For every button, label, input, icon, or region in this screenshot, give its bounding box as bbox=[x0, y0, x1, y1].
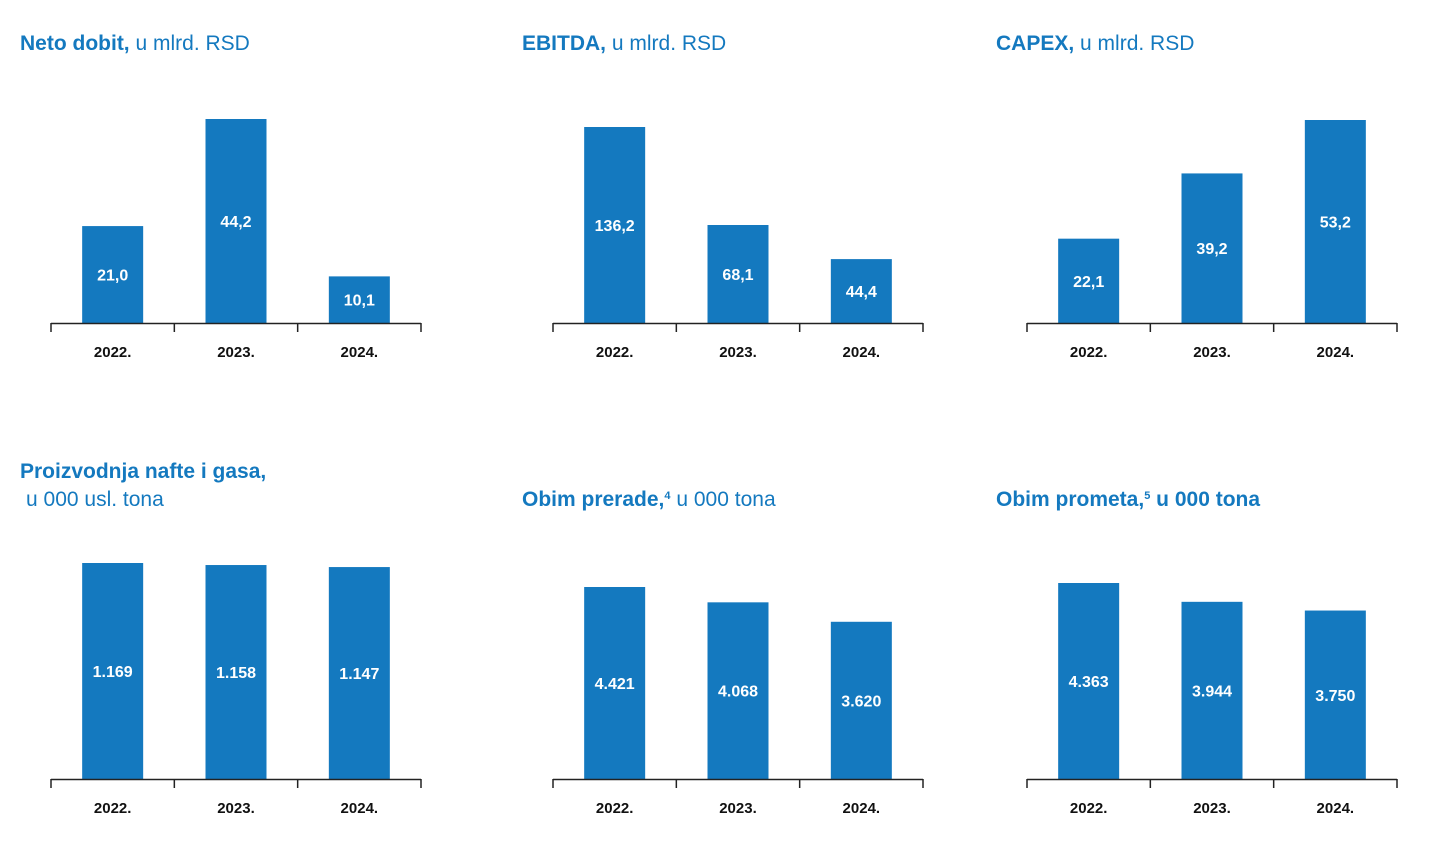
x-tick-label: 2024. bbox=[1317, 800, 1355, 817]
title-bold: Obim prerade, bbox=[522, 488, 665, 511]
bar-plot: 4.363 2022. 3.944 2023. 3.750 2024. bbox=[1026, 583, 1398, 817]
x-tick-label: 2024. bbox=[341, 344, 379, 361]
bar-value-label: 39,2 bbox=[1196, 241, 1227, 258]
x-tick-label: 2024. bbox=[843, 344, 881, 361]
title-bold: CAPEX, bbox=[996, 32, 1075, 55]
bar-plot: 4.421 2022. 4.068 2023. 3.620 2024. bbox=[552, 587, 924, 817]
x-tick-label: 2023. bbox=[217, 344, 255, 361]
title-unit: u 000 tona bbox=[1156, 488, 1261, 511]
bar bbox=[830, 259, 892, 323]
title-unit: u mlrd. RSD bbox=[135, 32, 250, 55]
x-tick-label: 2023. bbox=[719, 344, 757, 361]
bar bbox=[82, 563, 144, 779]
title-unit: u mlrd. RSD bbox=[1080, 32, 1195, 55]
bar bbox=[1181, 173, 1243, 323]
bar-plot: 22,1 2022. 39,2 2023. 53,2 2024. bbox=[1026, 120, 1398, 361]
bar-value-label: 4.421 bbox=[595, 676, 635, 693]
bar-value-label: 22,1 bbox=[1073, 274, 1104, 291]
title-bold: EBITDA, bbox=[522, 32, 606, 55]
bar bbox=[707, 225, 769, 323]
x-tick-label: 2022. bbox=[94, 800, 132, 817]
title-unit: u mlrd. RSD bbox=[611, 32, 727, 55]
footnote-marker: 5 bbox=[1144, 490, 1151, 502]
bar bbox=[1304, 120, 1366, 323]
bar-value-label: 68,1 bbox=[722, 267, 753, 284]
chart-proizvodnja: Proizvodnja nafte i gasa, u 000 usl. ton… bbox=[20, 458, 440, 828]
bar bbox=[584, 587, 646, 779]
bar-plot: 136,2 2022. 68,1 2023. 44,4 2024. bbox=[552, 127, 924, 361]
bar bbox=[1058, 238, 1120, 323]
title-bold: Proizvodnja nafte i gasa, bbox=[20, 460, 267, 483]
chart-capex: CAPEX, u mlrd. RSD 22,1 2022. 39,2 2023. 53,… bbox=[996, 30, 1416, 380]
chart-title: Obim prometa,5 u 000 tona bbox=[996, 486, 1260, 514]
x-tick-label: 2023. bbox=[217, 800, 255, 817]
x-tick-label: 2022. bbox=[596, 800, 634, 817]
chart-title: EBITDA, u mlrd. RSD bbox=[522, 30, 726, 58]
bar-plot: 21,0 2022. 44,2 2023. 10,1 2024. bbox=[50, 119, 422, 361]
x-tick-label: 2023. bbox=[1193, 344, 1231, 361]
bar-plot: 1.169 2022. 1.158 2023. 1.147 2024. bbox=[50, 563, 422, 817]
x-tick-label: 2024. bbox=[1317, 344, 1355, 361]
title-unit: u 000 tona bbox=[676, 488, 776, 511]
x-tick-label: 2023. bbox=[719, 800, 757, 817]
bar bbox=[205, 565, 267, 779]
bar-value-label: 3.750 bbox=[1315, 688, 1355, 705]
bar-value-label: 1.147 bbox=[339, 666, 379, 683]
bar-value-label: 1.169 bbox=[93, 664, 133, 681]
bar-value-label: 3.944 bbox=[1192, 683, 1232, 700]
bar-value-label: 3.620 bbox=[841, 693, 881, 710]
footnote-marker: 4 bbox=[664, 490, 671, 502]
bar bbox=[1304, 610, 1366, 779]
bar-value-label: 4.363 bbox=[1069, 674, 1109, 691]
x-tick-label: 2022. bbox=[94, 344, 132, 361]
bar bbox=[328, 567, 390, 779]
x-tick-label: 2023. bbox=[1193, 800, 1231, 817]
chart-title: Obim prerade,4 u 000 tona bbox=[522, 486, 776, 514]
chart-title: Neto dobit, u mlrd. RSD bbox=[20, 30, 250, 58]
bar bbox=[328, 276, 390, 323]
bar-value-label: 44,4 bbox=[846, 284, 877, 301]
bar bbox=[830, 621, 892, 779]
bar-value-label: 10,1 bbox=[344, 293, 375, 310]
bar-value-label: 21,0 bbox=[97, 268, 128, 285]
chart-title: CAPEX, u mlrd. RSD bbox=[996, 30, 1194, 58]
chart-neto-dobit: Neto dobit, u mlrd. RSD 21,0 2022. 44,2 202… bbox=[20, 30, 440, 380]
chart-ebitda: EBITDA, u mlrd. RSD 136,2 2022. 68,1 2023. 4… bbox=[522, 30, 942, 380]
bar bbox=[584, 127, 646, 323]
chart-title: Proizvodnja nafte i gasa, u 000 usl. ton… bbox=[20, 458, 266, 514]
bar-value-label: 53,2 bbox=[1320, 215, 1351, 232]
bar-value-label: 44,2 bbox=[220, 214, 251, 231]
x-tick-label: 2022. bbox=[1070, 344, 1108, 361]
bar bbox=[205, 119, 267, 323]
x-tick-label: 2024. bbox=[341, 800, 379, 817]
title-bold: Obim prometa, bbox=[996, 488, 1145, 511]
x-tick-label: 2024. bbox=[843, 800, 881, 817]
title-unit: u 000 usl. tona bbox=[26, 488, 164, 511]
x-tick-label: 2022. bbox=[596, 344, 634, 361]
chart-obim-prerade: Obim prerade,4 u 000 tona 4.421 2022. 4.06… bbox=[522, 458, 942, 828]
bar bbox=[707, 602, 769, 779]
bar bbox=[1058, 583, 1120, 779]
bar-value-label: 4.068 bbox=[718, 684, 758, 701]
bar-value-label: 136,2 bbox=[595, 218, 635, 235]
chart-obim-prometa: Obim prometa,5 u 000 tona 4.363 2022. 3.94… bbox=[996, 458, 1416, 828]
title-bold: Neto dobit, bbox=[20, 32, 130, 55]
bar bbox=[1181, 601, 1243, 779]
x-tick-label: 2022. bbox=[1070, 800, 1108, 817]
bar bbox=[82, 226, 144, 323]
bar-value-label: 1.158 bbox=[216, 665, 256, 682]
